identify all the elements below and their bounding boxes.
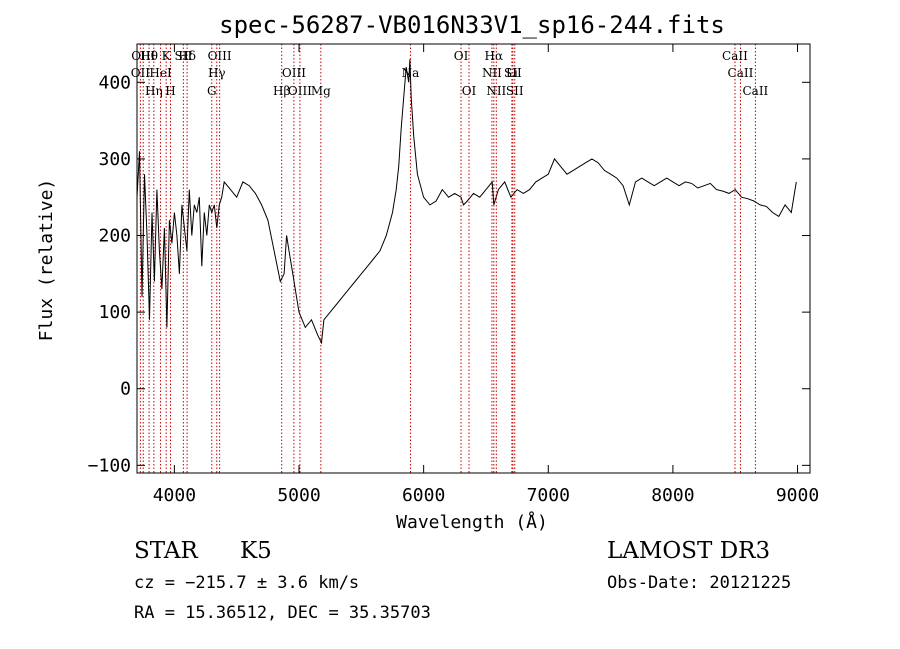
- line-marker-label: Hβ: [273, 84, 290, 98]
- observation-date: Obs-Date: 20121225: [607, 573, 792, 593]
- line-marker-label: OI: [454, 49, 469, 63]
- line-marker-label: H: [165, 84, 175, 98]
- line-marker-label: Mg: [311, 84, 331, 98]
- y-tick-label: −100: [88, 455, 131, 476]
- line-marker-label: OII: [131, 66, 151, 80]
- survey-name: LAMOST DR3: [607, 538, 771, 564]
- y-tick-label: 300: [98, 149, 131, 170]
- y-tick-label: 400: [98, 72, 131, 93]
- ra-dec: RA = 15.36512, DEC = 35.35703: [134, 603, 431, 623]
- line-marker-label: Hα: [485, 49, 504, 63]
- line-marker-label: Hη: [145, 84, 163, 98]
- line-marker-label: OIII: [131, 49, 155, 63]
- y-tick-label: 0: [120, 379, 131, 400]
- line-marker-label: G: [207, 84, 217, 98]
- line-marker-label: OIII: [288, 84, 312, 98]
- y-axis-label: Flux (relative): [36, 179, 57, 342]
- line-marker-label: CaII: [728, 66, 754, 80]
- spectrum-line: [136, 59, 797, 345]
- line-marker-label: SII: [506, 84, 524, 98]
- line-marker-label: SII: [175, 49, 193, 63]
- object-subclass: K5: [240, 538, 272, 564]
- line-marker-label: SII: [504, 66, 522, 80]
- line-marker-label: HeI: [149, 66, 172, 80]
- x-tick-label: 9000: [776, 485, 819, 506]
- line-marker-label: CaII: [722, 49, 748, 63]
- y-axis-ticks: −100 0 100 200 300 400: [88, 72, 810, 476]
- redshift-cz: cz = −215.7 ± 3.6 km/s: [134, 573, 360, 593]
- line-marker-label: NII: [486, 84, 506, 98]
- line-marker-label: OIII: [208, 49, 232, 63]
- y-tick-label: 200: [98, 226, 131, 247]
- object-class: STAR: [134, 538, 198, 564]
- line-marker-label: CaII: [742, 84, 768, 98]
- x-tick-label: 5000: [277, 485, 320, 506]
- x-axis-label: Wavelength (Å): [396, 511, 548, 533]
- line-marker-label: Li: [506, 66, 518, 80]
- line-marker-label: OI: [462, 84, 477, 98]
- chart-title: spec-56287-VB016N33V1_sp16-244.fits: [219, 11, 725, 39]
- line-marker-label: Hθ: [140, 49, 158, 63]
- plot-frame: [136, 43, 811, 474]
- line-marker-label: NII: [482, 66, 502, 80]
- line-markers: [139, 44, 756, 473]
- x-tick-label: 6000: [402, 485, 445, 506]
- line-marker-label: K: [162, 49, 172, 63]
- y-tick-label: 100: [98, 302, 131, 323]
- line-marker-label: Hδ: [178, 49, 196, 63]
- x-tick-label: 7000: [527, 485, 570, 506]
- line-marker-label: Hγ: [208, 66, 226, 80]
- line-marker-label: OIII: [282, 66, 306, 80]
- x-axis-ticks: 4000 5000 6000 7000 8000 9000: [153, 44, 819, 506]
- x-tick-label: 8000: [651, 485, 694, 506]
- x-tick-label: 4000: [153, 485, 196, 506]
